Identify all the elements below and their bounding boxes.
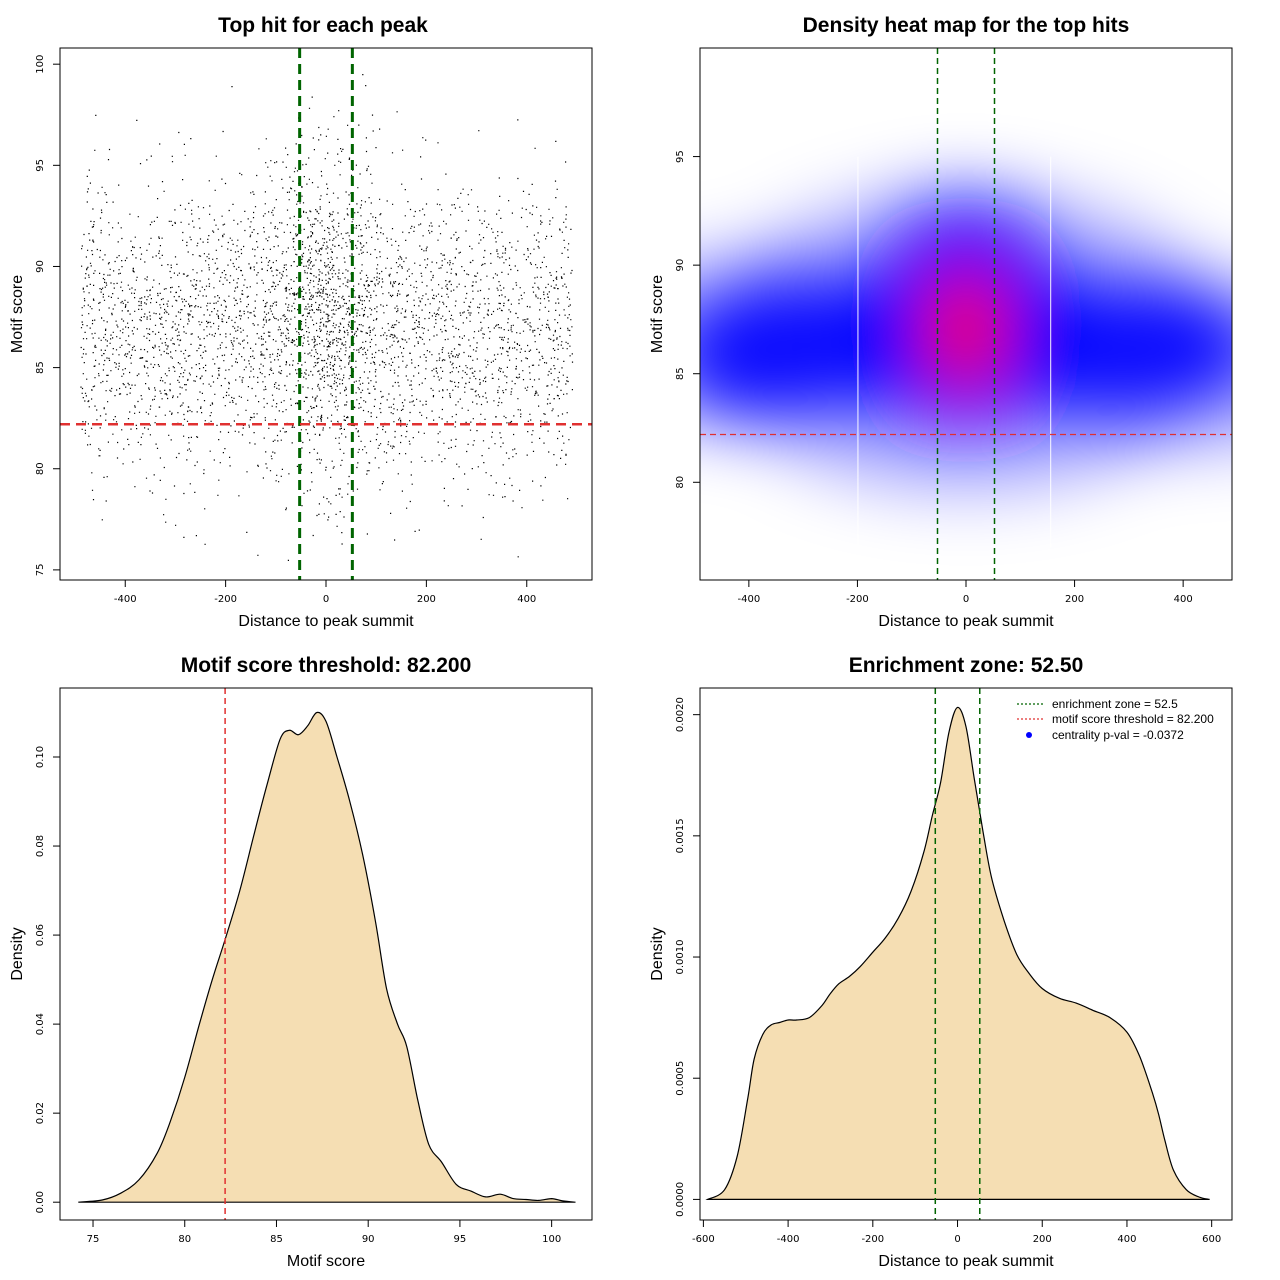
heatmap-density-blob — [936, 343, 996, 388]
score-density-x-tick-label: 90 — [362, 1234, 375, 1245]
score-density-y-tick-label: 0.02 — [35, 1102, 46, 1124]
score-density-axes: 75 80 85 90 95 100 0.00 0.02 0.04 0.06 0.08 0.10 — [35, 746, 561, 1245]
legend: enrichment zone = 52.5 motif score thres… — [1017, 697, 1214, 742]
distance-density-x-tick-label: 400 — [1117, 1234, 1136, 1245]
scatter-points — [80, 74, 574, 561]
scatter-x-tick-label: 200 — [417, 594, 436, 605]
scatter-y-tick-label: 85 — [35, 361, 46, 374]
heatmap-density-blob — [700, 344, 798, 425]
heatmap-density-blob — [896, 192, 1036, 273]
distance-density-x-tick-label: 0 — [954, 1234, 960, 1245]
score-density-x-tick-label: 75 — [87, 1234, 100, 1245]
scatter-x-tick-label: -200 — [214, 594, 237, 605]
score-density-y-tick-label: 0.00 — [35, 1191, 46, 1213]
distance-density-x-tick-label: -200 — [861, 1234, 884, 1245]
distance-density-plot-frame — [699, 687, 1233, 1221]
heatmap-x-axis-label: Distance to peak summit — [878, 613, 1054, 630]
heatmap-axes: -400 -200 0 200 400 80 85 90 95 — [675, 150, 1193, 605]
scatter-y-tick-label: 100 — [35, 55, 46, 74]
score-density-y-tick-label: 0.06 — [35, 924, 46, 946]
legend-item-motif-threshold: motif score threshold = 82.200 — [1017, 712, 1214, 726]
heatmap-y-tick-label: 95 — [675, 150, 686, 163]
distance-density-y-axis-label: Density — [649, 927, 666, 980]
distance-density-y-tick-label: 0.0005 — [675, 1061, 686, 1096]
scatter-y-axis-label: Motif score — [9, 275, 26, 353]
score-density-y-axis-label: Density — [9, 927, 26, 980]
score-density-title: Motif score threshold: 82.200 — [181, 654, 472, 677]
distance-density-x-tick-label: -600 — [692, 1234, 715, 1245]
distance-density-y-tick-label: 0.0020 — [675, 697, 686, 732]
distance-density-x-axis-label: Distance to peak summit — [878, 1253, 1054, 1270]
distance-density-panel: Enrichment zone: 52.50 -600 -400 -200 0 200 4… — [649, 654, 1233, 1270]
legend-item-centrality-pval: centrality p-val = -0.0372 — [1026, 728, 1184, 742]
scatter-y-tick-label: 95 — [35, 159, 46, 172]
legend-label-enrichment-zone: enrichment zone = 52.5 — [1052, 697, 1178, 711]
distance-density-x-tick-label: -400 — [777, 1234, 800, 1245]
scatter-panel: Top hit for each peak -400 -200 0 200 400 75 8… — [9, 14, 593, 630]
scatter-x-tick-label: 0 — [323, 594, 329, 605]
heatmap-y-tick-label: 90 — [675, 259, 686, 272]
heatmap-panel: Density heat map for the top hits -400 -2… — [649, 14, 1233, 630]
score-density-plot-frame — [59, 687, 593, 1221]
legend-swatch-centrality-pval — [1026, 732, 1032, 738]
score-density-panel: Motif score threshold: 82.200 75 80 85 90 95… — [9, 654, 593, 1270]
score-density-y-tick-label: 0.08 — [35, 835, 46, 857]
scatter-y-tick-label: 75 — [35, 564, 46, 577]
heatmap-y-tick-label: 85 — [675, 367, 686, 380]
scatter-y-tick-label: 80 — [35, 462, 46, 475]
distance-density-title: Enrichment zone: 52.50 — [849, 654, 1084, 677]
score-density-plot — [78, 688, 576, 1220]
score-density-x-axis-label: Motif score — [287, 1253, 365, 1270]
heatmap-image — [700, 48, 1232, 580]
heatmap-x-tick-label: -200 — [846, 594, 869, 605]
scatter-title: Top hit for each peak — [218, 14, 428, 37]
distance-density-y-tick-label: 0.0015 — [675, 818, 686, 853]
scatter-y-tick-label: 90 — [35, 260, 46, 273]
scatter-axes: -400 -200 0 200 400 75 80 85 90 95 100 — [35, 55, 536, 605]
heatmap-y-tick-label: 80 — [675, 476, 686, 489]
distance-density-area — [705, 706, 1210, 1200]
distance-density-plot — [705, 688, 1210, 1220]
scatter-x-tick-label: -400 — [114, 594, 137, 605]
heatmap-y-axis-label: Motif score — [649, 275, 666, 353]
heatmap-x-tick-label: -400 — [738, 594, 761, 605]
heatmap-x-tick-label: 200 — [1065, 594, 1084, 605]
distance-density-y-tick-label: 0.0010 — [675, 940, 686, 975]
legend-item-enrichment-zone: enrichment zone = 52.5 — [1017, 697, 1178, 711]
score-density-area — [78, 711, 576, 1203]
score-density-x-tick-label: 100 — [542, 1234, 561, 1245]
score-density-y-tick-label: 0.04 — [35, 1013, 46, 1035]
legend-label-centrality-pval: centrality p-val = -0.0372 — [1052, 728, 1184, 742]
score-density-x-tick-label: 80 — [178, 1234, 191, 1245]
score-density-x-tick-label: 85 — [270, 1234, 283, 1245]
scatter-x-tick-label: 400 — [517, 594, 536, 605]
distance-density-y-tick-label: 0.0000 — [675, 1182, 686, 1217]
legend-label-motif-threshold: motif score threshold = 82.200 — [1052, 712, 1214, 726]
heatmap-x-tick-label: 0 — [963, 594, 969, 605]
distance-density-x-tick-label: 200 — [1033, 1234, 1052, 1245]
distance-density-axes: -600 -400 -200 0 200 400 600 0.0000 0.0005 0.0010… — [675, 697, 1221, 1245]
score-density-y-tick-label: 0.10 — [35, 746, 46, 768]
scatter-x-axis-label: Distance to peak summit — [238, 613, 414, 630]
heatmap-x-tick-label: 400 — [1174, 594, 1193, 605]
scatter-point-cloud — [80, 74, 574, 561]
score-density-x-tick-label: 95 — [454, 1234, 467, 1245]
distance-density-x-tick-label: 600 — [1202, 1234, 1221, 1245]
scatter-reference-lines — [60, 48, 592, 580]
heatmap-title: Density heat map for the top hits — [803, 14, 1130, 37]
heatmap-density-blob — [1139, 312, 1232, 392]
